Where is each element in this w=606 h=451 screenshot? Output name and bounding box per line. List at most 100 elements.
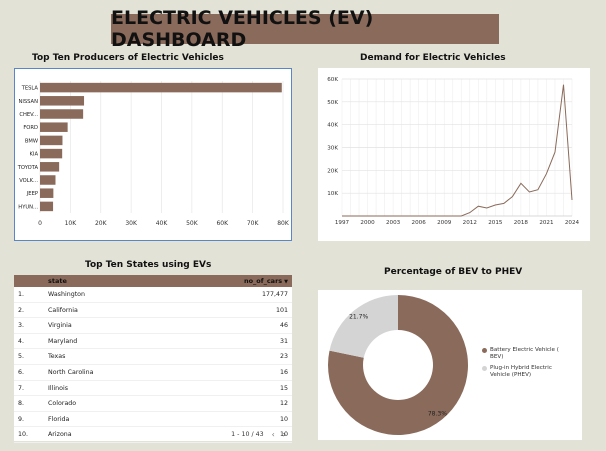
category-label: JEEP <box>26 191 38 197</box>
table-header: state no_of_cars ▼ <box>14 275 292 287</box>
row-count: 16 <box>279 368 288 376</box>
category-label: CHEV... <box>19 112 38 118</box>
row-state: Colorado <box>48 400 77 408</box>
row-rank: 10. <box>18 431 29 439</box>
y-tick-label: 20K <box>327 168 338 174</box>
demand-chart-card[interactable]: 10K 20K 30K 40K 50K 60K 1997 2000 2003 2006 2009 20… <box>318 68 590 241</box>
bar-ford <box>40 122 68 132</box>
x-tick-label: 2012 <box>463 220 477 226</box>
sort-descending-icon[interactable]: ▼ <box>284 279 288 285</box>
row-rank: 1. <box>18 291 25 298</box>
bar-toyota <box>40 162 60 172</box>
x-tick-label: 2015 <box>488 220 503 226</box>
bar-bmw <box>40 135 63 146</box>
x-tick-label: 30K <box>125 220 138 227</box>
table-row[interactable]: 7. Illinois 15 <box>14 381 292 397</box>
donut-slice-bev <box>328 295 468 435</box>
row-count: 12 <box>279 400 288 408</box>
row-state: Arizona <box>48 431 72 439</box>
demand-line-chart: 10K 20K 30K 40K 50K 60K 1997 2000 2003 2006 2009 20… <box>327 77 579 226</box>
x-tick-label: 20K <box>95 220 108 227</box>
row-rank: 2. <box>18 306 25 314</box>
table-row[interactable]: 8. Colorado 12 <box>14 396 292 412</box>
y-tick-label: 30K <box>327 146 338 152</box>
category-label: FORD <box>23 125 38 131</box>
row-state: Illinois <box>48 384 68 392</box>
bev-phev-chart-card[interactable]: 78.3% 21.7% Battery Electric Vehicle ( BE… <box>318 290 582 440</box>
y-tick-label: 50K <box>327 100 338 106</box>
x-tick-label: 60K <box>216 220 229 227</box>
x-tick-label: 2018 <box>514 220 529 226</box>
table-row[interactable]: 2. California 101 <box>14 303 292 319</box>
legend-label-phev-line2: Vehicle (PHEV) <box>490 372 532 378</box>
next-page-icon[interactable]: › <box>282 430 286 439</box>
category-label: NISSAN <box>18 99 38 105</box>
table-row[interactable]: 10. Arizona 10 <box>14 427 292 443</box>
row-rank: 9. <box>18 415 25 423</box>
bar-chev <box>40 109 84 119</box>
legend-swatch-bev <box>482 348 487 353</box>
demand-series-line <box>342 84 573 217</box>
no-of-cars-label: no_of_cars <box>243 277 283 285</box>
donut-label-phev: 21.7% <box>349 313 368 320</box>
category-label: TOYOTA <box>17 165 39 171</box>
x-tick-label: 0 <box>38 220 42 227</box>
donut-label-bev: 78.3% <box>428 411 447 418</box>
producers-chart-title: Top Ten Producers of Electric Vehicles <box>32 53 224 63</box>
category-label: BMW <box>25 138 38 144</box>
states-table[interactable]: state no_of_cars ▼ 1. Washington 177,477 2. C… <box>14 275 292 443</box>
bar-jeep <box>40 188 54 198</box>
row-count: 10 <box>279 415 288 423</box>
legend-swatch-phev <box>482 366 487 371</box>
category-label: VOLK... <box>19 178 38 184</box>
states-table-title: Top Ten States using EVs <box>85 260 212 270</box>
category-label: HYUN... <box>18 204 38 210</box>
pagination-label: 1 - 10 / 43 <box>231 431 264 438</box>
y-tick-label: 10K <box>327 191 338 197</box>
table-row[interactable]: 9. Florida 10 <box>14 412 292 428</box>
column-header-state[interactable]: state <box>48 277 67 285</box>
legend-item-phev[interactable]: Plug-in Hybrid Electric Vehicle (PHEV) <box>482 365 552 379</box>
table-row[interactable]: 4. Maryland 31 <box>14 334 292 350</box>
table-row[interactable]: 5. Texas 23 <box>14 349 292 365</box>
bar-tesla <box>40 82 282 93</box>
row-state: Texas <box>48 353 66 361</box>
table-row[interactable]: 3. Virginia 46 <box>14 318 292 334</box>
row-rank: 6. <box>18 368 25 376</box>
donut-slice-phev <box>329 295 398 358</box>
category-label: KIA <box>30 152 39 158</box>
row-rank: 7. <box>18 384 25 392</box>
row-count: 101 <box>275 306 288 314</box>
legend-item-bev[interactable]: Battery Electric Vehicle ( BEV) <box>482 347 559 361</box>
producers-chart-card[interactable]: 0 10K 20K 30K 40K 50K 60K 70K 80K TESLA NISSAN CHEV… <box>14 68 292 241</box>
row-state: North Carolina <box>48 368 94 376</box>
x-tick-label: 2003 <box>386 220 401 226</box>
producers-bar-chart: 0 10K 20K 30K 40K 50K 60K 70K 80K TESLA NISSAN CHEV… <box>17 81 290 227</box>
previous-page-icon[interactable]: ‹ <box>271 430 275 439</box>
row-rank: 4. <box>18 337 25 345</box>
legend-label-bev-line2: BEV) <box>490 354 504 360</box>
row-state: Virginia <box>48 322 72 330</box>
bar-nissan <box>40 96 85 106</box>
row-state: Washington <box>48 291 86 298</box>
table-row[interactable]: 1. Washington 177,477 <box>14 287 292 303</box>
row-state: Florida <box>48 415 70 423</box>
row-rank: 3. <box>18 322 25 330</box>
x-tick-label: 1997 <box>335 220 350 226</box>
x-tick-label: 80K <box>277 220 290 227</box>
column-header-no-of-cars[interactable]: no_of_cars ▼ <box>244 277 288 285</box>
x-tick-label: 40K <box>156 220 169 227</box>
bev-phev-chart-title: Percentage of BEV to PHEV <box>384 267 523 277</box>
y-tick-label: 40K <box>327 123 338 129</box>
table-row[interactable]: 6. North Carolina 16 <box>14 365 292 381</box>
row-count: 10 <box>279 431 288 439</box>
row-count: 177,477 <box>261 291 288 298</box>
legend-label-phev-line1: Plug-in Hybrid Electric <box>490 365 552 371</box>
dashboard-title: ELECTRIC VEHICLES (EV) DASHBOARD <box>111 7 499 51</box>
table-pagination: 1 - 10 / 43 ‹ › <box>231 430 286 439</box>
bar-kia <box>40 148 63 159</box>
demand-chart-title: Demand for Electric Vehicles <box>360 53 506 63</box>
x-tick-label: 2009 <box>437 220 452 226</box>
y-tick-label: 60K <box>327 77 338 83</box>
row-state: California <box>48 306 78 314</box>
